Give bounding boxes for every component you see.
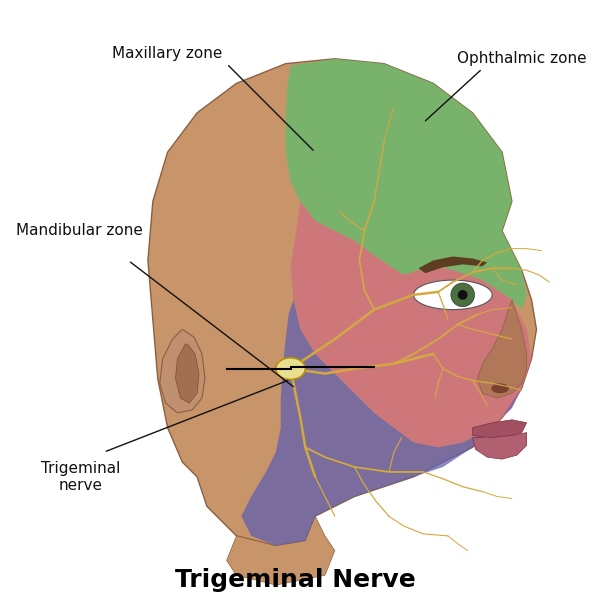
Ellipse shape [491,383,509,393]
Circle shape [451,283,475,307]
Polygon shape [418,256,487,273]
Polygon shape [241,300,522,546]
Polygon shape [286,59,527,310]
Ellipse shape [276,358,305,379]
Polygon shape [290,202,532,448]
Circle shape [458,290,467,300]
Text: Ophthalmic zone: Ophthalmic zone [457,51,587,66]
Text: Mandibular zone: Mandibular zone [16,223,142,238]
Ellipse shape [413,280,492,310]
Polygon shape [473,420,527,437]
Polygon shape [473,433,527,459]
Text: Maxillary zone: Maxillary zone [112,46,223,61]
Polygon shape [148,59,536,546]
Polygon shape [227,516,335,585]
Polygon shape [175,344,199,403]
Polygon shape [160,329,205,413]
Text: Trigeminal
nerve: Trigeminal nerve [41,461,121,493]
Polygon shape [478,300,527,398]
Text: Trigeminal Nerve: Trigeminal Nerve [175,568,416,592]
